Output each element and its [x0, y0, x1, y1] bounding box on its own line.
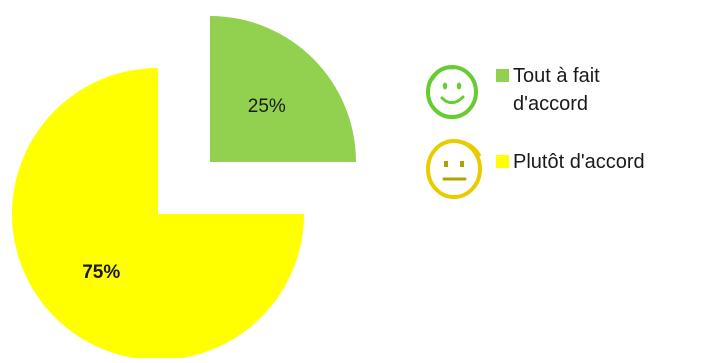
smiley-happy-icon [426, 65, 478, 119]
legend-swatch [496, 69, 509, 82]
legend-label: Tout à fait d'accord [513, 65, 600, 115]
legend-entry-tout-a-fait: Tout à fait d'accord [496, 62, 636, 118]
legend-swatch [496, 155, 509, 168]
pie-slice [12, 68, 304, 360]
pie-data-label: 75% [82, 262, 120, 283]
legend-label: Plutôt d'accord [513, 151, 645, 173]
legend-entry-plutot: Plutôt d'accord [496, 148, 702, 176]
smiley-neutral-icon [426, 139, 482, 199]
pie-slice [210, 16, 356, 162]
pie-data-label: 25% [248, 96, 286, 117]
